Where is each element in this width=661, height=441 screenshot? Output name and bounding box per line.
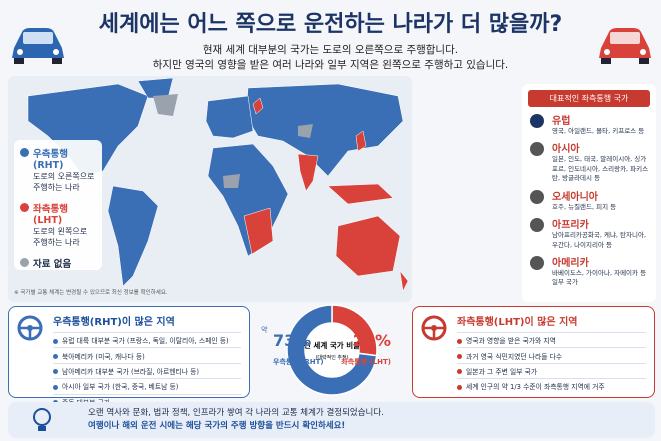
panel-title: 대표적인 좌측통행 국가 bbox=[528, 90, 650, 107]
subtitle: 하지만 영국의 영향을 받은 여러 나라와 일부 지역은 왼쪽으로 주행하고 있… bbox=[152, 59, 509, 71]
value-label: 73% bbox=[273, 331, 311, 350]
world-map bbox=[8, 76, 412, 302]
legend-item: 자료 없음 bbox=[20, 256, 96, 270]
legend-swatch bbox=[20, 203, 29, 212]
legend-label: 좌측통행 (LHT) bbox=[33, 204, 68, 226]
legend-desc: 도로의 오른쪽으로 주행하는 나라 bbox=[33, 172, 95, 192]
region-countries: 바베이도스, 가이아나, 자메이카 등 일부 국가 bbox=[552, 268, 647, 287]
region-name: 아시아 bbox=[552, 144, 580, 156]
legend-text: 자료 없음 bbox=[33, 256, 71, 270]
list-item: 아시아 일부 국가 (한국, 중국, 베트남 등) bbox=[53, 378, 241, 393]
region-text: 오세아니아 호주, 뉴질랜드, 피지 등 bbox=[552, 188, 616, 212]
item-list: 유럽 대륙 대부분 국가 (프랑스, 독일, 이탈리아, 스페인 등) 북아메리카… bbox=[53, 332, 241, 409]
footer: 오랜 역사와 문화, 법과 정책, 인프라가 쌓여 각 나라의 교통 체계가 결… bbox=[8, 402, 655, 438]
legend-swatch bbox=[20, 148, 29, 157]
region-name: 유럽 bbox=[552, 116, 571, 127]
region-name: 오세아니아 bbox=[552, 191, 598, 203]
icon-shape bbox=[530, 114, 544, 128]
legend-text: 우측통행 (RHT) 도로의 오른쪽으로 주행하는 나라 bbox=[33, 146, 96, 193]
footer-line: 여행이나 해외 운전 시에는 해당 국가의 주행 방향을 반드시 확인하세요! bbox=[88, 420, 346, 431]
region-countries: 호주, 뉴질랜드, 피지 등 bbox=[552, 202, 617, 211]
region-icon bbox=[530, 218, 544, 233]
region-text: 아시아 일본, 인도, 태국, 말레이시아, 싱가포르, 인도네시아, 스리랑카,… bbox=[552, 140, 650, 183]
region-name: 아메리카 bbox=[552, 257, 589, 269]
region-countries: 영국, 아일랜드, 몰타, 키프로스 등 bbox=[552, 127, 645, 135]
donut-slice bbox=[286, 304, 378, 396]
region-countries: 남아프리카공화국, 케냐, 탄자니아, 우간다, 나이지리아 등 bbox=[552, 231, 647, 249]
value-prefix: 약 bbox=[361, 325, 368, 334]
center-subtitle: (대략적인 추정) bbox=[315, 354, 348, 361]
legend-label: 우측통행 (RHT) bbox=[33, 149, 68, 171]
region: 아프리카 남아프리카공화국, 케냐, 탄자니아, 우간다, 나이지리아 등 bbox=[528, 216, 650, 250]
center-title: 전 세계 국가 비율 bbox=[304, 340, 360, 350]
legend-swatch bbox=[20, 258, 29, 267]
subtitle: 현재 세계 대부분의 국가는 도로의 오른쪽으로 주행합니다. bbox=[202, 44, 459, 56]
category-label: 좌측통행 (LHT) bbox=[341, 357, 391, 366]
wheel-icon bbox=[17, 315, 43, 341]
list-item: 과거 영국 식민지였던 나라들 다수 bbox=[457, 347, 646, 362]
list-item: 남아메리카 대부분 국가 (브라질, 아르헨티나 등) bbox=[53, 362, 241, 378]
box-title: 좌측통행(LHT)이 많은 지역 bbox=[457, 317, 578, 328]
icon-shape bbox=[530, 218, 544, 233]
region: 유럽 영국, 아일랜드, 몰타, 키프로스 등 bbox=[528, 112, 650, 136]
donut-chart: 전 세계 국가 비율(대략적인 추정)약73%우측통행 (RHT)약27%좌측통… bbox=[261, 304, 391, 396]
region-icon bbox=[530, 255, 544, 270]
region: 오세아니아 호주, 뉴질랜드, 피지 등 bbox=[528, 188, 650, 212]
list-item: 북아메리카 (미국, 캐나다 등) bbox=[53, 347, 241, 362]
icon-shape bbox=[530, 255, 544, 270]
value-prefix: 약 bbox=[261, 325, 268, 334]
donut-hole bbox=[306, 324, 358, 376]
map-note: ※ 국가별 교통 체계는 변경될 수 있으므로 최신 정보를 확인하세요. bbox=[14, 290, 168, 296]
bulb-icon bbox=[33, 408, 51, 431]
region-icon bbox=[530, 142, 544, 157]
icon-shape bbox=[530, 189, 544, 204]
legend-text: 좌측통행 (LHT) 도로의 왼쪽으로 주행하는 나라 bbox=[33, 201, 96, 248]
region-text: 유럽 영국, 아일랜드, 몰타, 키프로스 등 bbox=[552, 112, 644, 136]
list-item: 세계 인구의 약 1/3 수준이 좌측통행 지역에 거주 bbox=[457, 378, 646, 393]
box-title: 우측통행(RHT)이 많은 지역 bbox=[53, 317, 175, 328]
legend-label: 자료 없음 bbox=[33, 259, 72, 270]
region-text: 아메리카 바베이도스, 가이아나, 자메이카 등 일부 국가 bbox=[552, 254, 650, 288]
list-item: 일본과 그 주변 일부 국가 bbox=[457, 362, 646, 378]
wheel-icon bbox=[421, 315, 447, 341]
item-list: 영국과 영향을 받은 국가와 지역 과거 영국 식민지였던 나라들 다수 일본과 그… bbox=[457, 332, 646, 394]
car-icon bbox=[12, 28, 64, 64]
legend-desc: 도로의 왼쪽으로 주행하는 나라 bbox=[33, 227, 88, 247]
region-name: 아프리카 bbox=[552, 220, 589, 232]
region-text: 아프리카 남아프리카공화국, 케냐, 탄자니아, 우간다, 나이지리아 등 bbox=[552, 216, 650, 250]
legend-item: 우측통행 (RHT) 도로의 오른쪽으로 주행하는 나라 bbox=[20, 146, 96, 193]
footer-line: 오랜 역사와 문화, 법과 정책, 인프라가 쌓여 각 나라의 교통 체계가 결… bbox=[88, 408, 384, 418]
list-item: 유럽 대륙 대부분 국가 (프랑스, 독일, 이탈리아, 스페인 등) bbox=[53, 332, 241, 347]
region-countries: 일본, 인도, 태국, 말레이시아, 싱가포르, 인도네시아, 스리랑카, 파키… bbox=[552, 155, 649, 183]
region: 아시아 일본, 인도, 태국, 말레이시아, 싱가포르, 인도네시아, 스리랑카,… bbox=[528, 140, 650, 183]
region: 아메리카 바베이도스, 가이아나, 자메이카 등 일부 국가 bbox=[528, 254, 650, 288]
category-label: 우측통행 (RHT) bbox=[273, 357, 324, 366]
value-label: 27% bbox=[353, 331, 391, 350]
list-item: 영국과 영향을 받은 국가와 지역 bbox=[457, 332, 646, 347]
region-icon bbox=[530, 189, 544, 204]
title: 세계에는 어느 쪽으로 운전하는 나라가 더 많을까? bbox=[98, 12, 563, 37]
map-legend: 우측통행 (RHT) 도로의 오른쪽으로 주행하는 나라 좌측통행 (LHT) 도로의… bbox=[14, 140, 102, 270]
region-icon bbox=[530, 114, 544, 128]
car-icon bbox=[599, 28, 651, 64]
legend-item: 좌측통행 (LHT) 도로의 왼쪽으로 주행하는 나라 bbox=[20, 201, 96, 248]
icon-shape bbox=[530, 142, 544, 157]
